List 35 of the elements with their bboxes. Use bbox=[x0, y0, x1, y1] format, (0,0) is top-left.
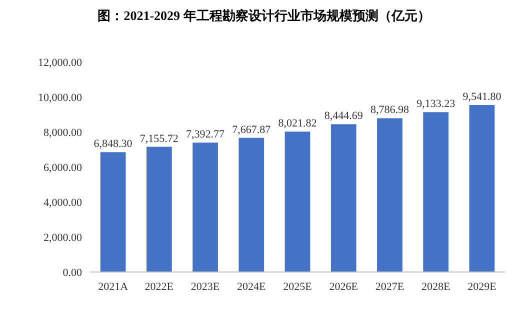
data-label: 7,667.87 bbox=[232, 124, 272, 136]
x-tick-label: 2028E bbox=[421, 281, 450, 293]
bar bbox=[469, 105, 495, 272]
data-label: 7,155.72 bbox=[140, 132, 178, 145]
data-label: 8,021.82 bbox=[278, 118, 317, 130]
x-tick-label: 2021A bbox=[98, 281, 128, 293]
bar bbox=[330, 124, 356, 272]
y-tick-label: 8,000.00 bbox=[44, 127, 82, 139]
bar bbox=[377, 118, 402, 272]
data-label: 8,786.98 bbox=[370, 104, 410, 116]
x-tick-label: 2023E bbox=[190, 281, 220, 293]
x-tick-label: 2027E bbox=[375, 281, 404, 293]
bar bbox=[238, 138, 264, 272]
x-tick-label: 2022E bbox=[144, 281, 174, 293]
x-tick-label: 2025E bbox=[283, 281, 312, 293]
data-label: 8,444.69 bbox=[324, 110, 364, 122]
data-label: 9,541.80 bbox=[462, 91, 502, 104]
x-tick-label: 2026E bbox=[329, 281, 358, 293]
y-tick-label: 2,000.00 bbox=[44, 232, 82, 244]
chart-title: 图：2021-2029 年工程勘察设计行业市场规模预测（亿元） bbox=[98, 8, 430, 23]
y-tick-label: 10,000.00 bbox=[38, 92, 82, 104]
bar bbox=[423, 112, 449, 272]
x-tick-label: 2029E bbox=[468, 281, 497, 293]
bar bbox=[284, 132, 310, 272]
bar bbox=[192, 142, 218, 272]
y-tick-label: 6,000.00 bbox=[44, 162, 82, 174]
bar bbox=[100, 152, 126, 272]
y-tick-label: 4,000.00 bbox=[44, 197, 82, 209]
data-label: 9,133.23 bbox=[416, 98, 456, 110]
bar bbox=[146, 146, 172, 272]
x-tick-label: 2024E bbox=[237, 281, 266, 293]
data-label: 6,848.30 bbox=[94, 138, 133, 150]
data-label: 7,392.77 bbox=[186, 128, 226, 141]
y-tick-label: 0.00 bbox=[62, 267, 82, 279]
y-tick-label: 12,000.00 bbox=[38, 57, 82, 69]
